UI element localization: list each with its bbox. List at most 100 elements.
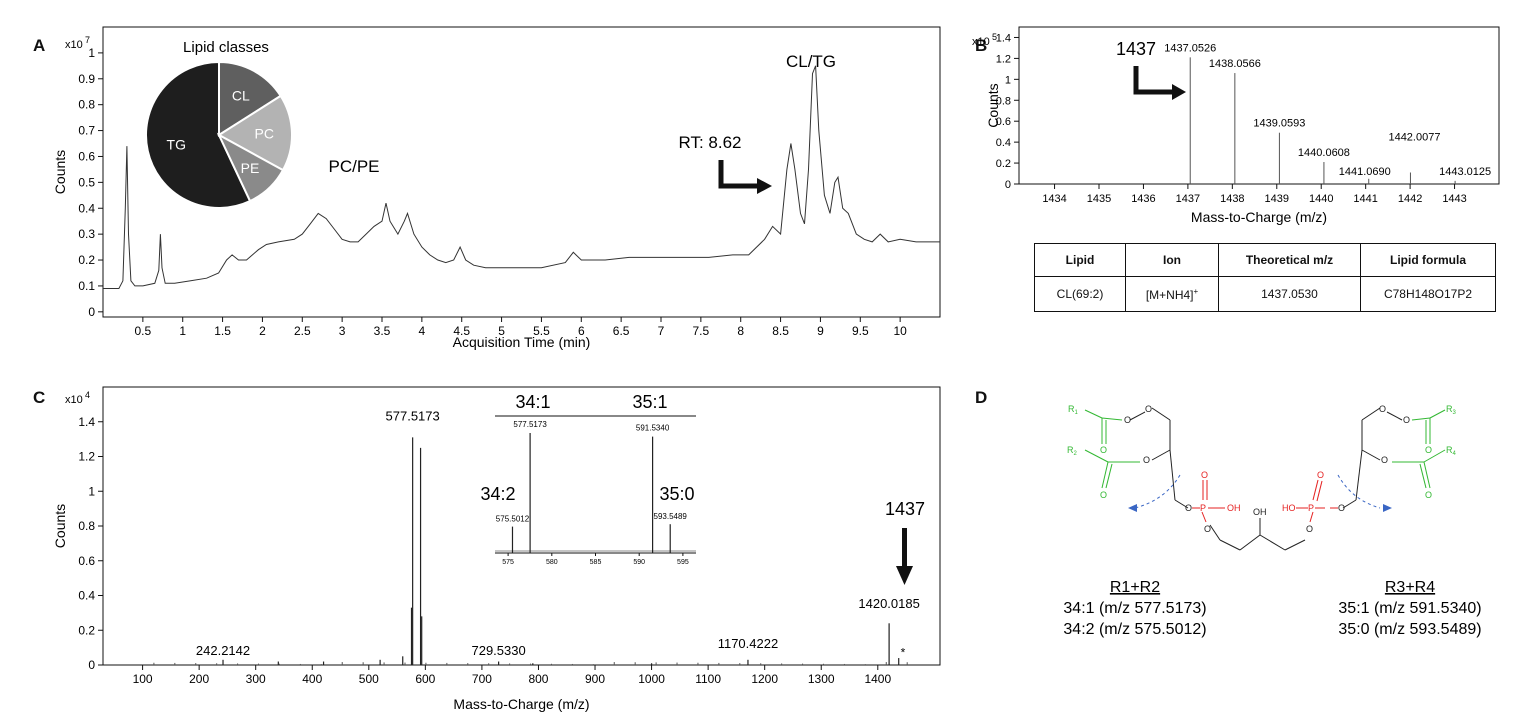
left-fragment-heading: R1+R2 (1110, 579, 1160, 596)
chromatogram-trace (103, 65, 940, 289)
chromatogram-y-tick-label: 0.8 (78, 98, 95, 112)
isotope-y-tick-label: 0.6 (996, 116, 1011, 128)
table-header-lipid-formula: Lipid formula (1360, 243, 1496, 277)
cleavage-arrows (1134, 474, 1381, 509)
panel-c-letter: C (33, 388, 46, 407)
o-link-1: O (1185, 503, 1192, 513)
isotope-spectrum-svg: 1434 1435 1436 1437 1438 1439 1440 1441 1442 1443… (972, 26, 1500, 225)
atom-labels: R1 R2 R3 R4 O O O O O O O O O O O O P P … (1067, 404, 1457, 534)
chromatogram-y-tick-label: 1 (88, 46, 95, 60)
isotope-x-tick-label: 1438 (1220, 193, 1244, 205)
right-fragment-line1: 35:1 (m/z 591.5340) (1338, 600, 1481, 617)
o-ester-4: O (1403, 415, 1410, 425)
c-arrow-head (896, 566, 913, 585)
ms-x-tick-label: 500 (359, 672, 379, 686)
table-header-lipid: Lipid (1034, 243, 1126, 277)
isotope-y-tick-label: 0.8 (996, 95, 1011, 107)
isotope-plot-frame (1018, 26, 1500, 185)
isotope-x-axis-label: Mass-to-Charge (m/z) (1191, 209, 1327, 225)
isotope-peak-label: 1442.0077 (1388, 131, 1440, 143)
pie-slice-pc (217, 94, 293, 172)
ms-y-tick-label: 1 (88, 484, 95, 498)
isotope-peak-label: 1438.0566 (1209, 58, 1261, 70)
left-fragment-line1: 34:1 (m/z 577.5173) (1063, 600, 1206, 617)
panel-a-letter: A (33, 36, 46, 55)
inset-group-35-0: 35:0 (659, 484, 694, 504)
left-fragment-line2: 34:2 (m/z 575.5012) (1063, 621, 1206, 638)
annotation-rt: RT: 8.62 (678, 133, 741, 152)
ms-y-tick-label: 1.2 (78, 450, 95, 464)
isotope-arrow-shaft (1133, 66, 1175, 95)
ms-y-tick-label: 0.2 (78, 623, 95, 637)
chromatogram-x-tick-label: 1 (179, 324, 186, 338)
right-fragment-line2: 35:0 (m/z 593.5489) (1338, 621, 1481, 638)
ion-charge: + (1193, 286, 1199, 296)
chromatogram-x-tick-label: 8.5 (772, 324, 789, 338)
chromatogram-x-tick-label: 10 (893, 324, 907, 338)
isotope-x-tick-label: 1439 (1265, 193, 1289, 205)
chromatogram-plot-frame (102, 26, 941, 318)
ho-right: HO (1282, 503, 1296, 513)
chromatogram-x-tick-label: 8 (737, 324, 744, 338)
o-carbonyl-3: O (1425, 445, 1432, 455)
o-bridge-left: O (1204, 524, 1211, 534)
ms-peak-label: 1420.0185 (858, 596, 919, 611)
table-cell-mz: 1437.0530 (1218, 276, 1361, 312)
ms-y-multiplier: x10 (65, 394, 83, 406)
oh-center: OH (1253, 507, 1267, 517)
ms-x-tick-label: 600 (415, 672, 435, 686)
right-cleave-arrowhead (1383, 504, 1392, 512)
annotation-asterisk: * (901, 645, 906, 659)
o-ester-4b: O (1379, 404, 1386, 414)
chromatogram-panel-a: 0.5 1 1.5 2 2.5 3 3.5 4 4.5 5 5.5 6 6.5 7 7.5 8 8.5 9 9.5 1… (0, 0, 960, 360)
table-header-ion: Ion (1125, 243, 1219, 277)
o-carbonyl-1: O (1100, 445, 1107, 455)
o-double-right: O (1317, 470, 1324, 480)
chromatogram-y-tick-label: 0.1 (78, 279, 95, 293)
chromatogram-y-tick-label: 0.6 (78, 149, 95, 163)
ms-x-tick-label: 300 (246, 672, 266, 686)
right-fragment-heading: R3+R4 (1385, 579, 1435, 596)
ms-y-tick-label: 0.6 (78, 554, 95, 568)
chromatogram-y-tick-label: 0.3 (78, 227, 95, 241)
ms-y-tick-label: 0 (88, 658, 95, 672)
isotope-y-multiplier: x10 (972, 36, 990, 48)
ms-x-tick-label: 100 (133, 672, 153, 686)
ms-x-tick-label: 800 (528, 672, 548, 686)
ms-x-tick-label: 1100 (695, 672, 721, 686)
isotope-x-tick-label: 1434 (1042, 193, 1066, 205)
chromatogram-y-multiplier: x10 (65, 39, 83, 51)
isotope-x-tick-label: 1436 (1131, 193, 1155, 205)
c-arrow-shaft (902, 528, 907, 568)
inset-x-tick-label: 575 (502, 559, 514, 566)
ms-x-tick-label: 900 (585, 672, 605, 686)
o-ester-1: O (1124, 415, 1131, 425)
panel-b-letter: B (975, 36, 988, 55)
backbone-bonds (1129, 407, 1403, 551)
annotation-1437-c: 1437 (885, 499, 925, 519)
p-left: P (1200, 503, 1206, 513)
isotope-x-tick-label: 1442 (1398, 193, 1422, 205)
ms-x-tick-label: 1000 (638, 672, 665, 686)
annotation-cl-tg: CL/TG (786, 52, 836, 71)
chromatogram-x-tick-label: 4.5 (453, 324, 470, 338)
chromatogram-y-axis-label: Counts (52, 150, 68, 194)
ms-peak-label: 577.5173 (386, 409, 440, 424)
ms-x-axis-label: Mass-to-Charge (m/z) (453, 696, 589, 712)
isotope-spectrum-panel-b: 1434 1435 1436 1437 1438 1439 1440 1441 1442 1443… (960, 0, 1520, 235)
chromatogram-x-tick-label: 9 (817, 324, 824, 338)
isotope-x-tick-label: 1440 (1309, 193, 1333, 205)
isotope-peak-label: 1443.0125 (1439, 166, 1491, 178)
ms-peak-label: 1170.4222 (718, 636, 779, 651)
inset-x-tick-label: 585 (590, 559, 602, 566)
isotope-x-tick-label: 1437 (1176, 193, 1200, 205)
lipid-table: Lipid Ion Theoretical m/z Lipid formula … (1034, 243, 1496, 312)
chromatogram-y-exponent: 7 (85, 35, 90, 45)
ms-peak-label: 242.2142 (196, 643, 250, 658)
isotope-y-tick-label: 1 (1005, 74, 1011, 86)
chromatogram-y-tick-label: 0.5 (78, 175, 95, 189)
isotope-y-exponent: 5 (992, 32, 997, 42)
left-cleave-arrowhead (1128, 504, 1137, 512)
pie-slice-pe (216, 132, 285, 203)
inset-group-34-1: 34:1 (515, 392, 550, 412)
